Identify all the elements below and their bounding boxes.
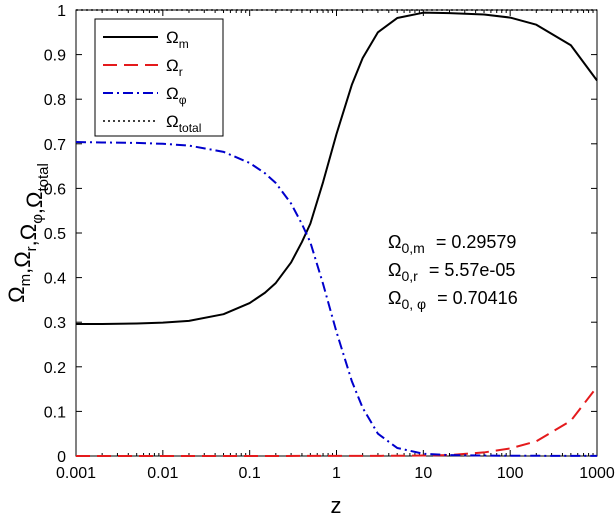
legend-entry: Ωtotal [166,112,201,135]
y-tick-label: 0.8 [44,92,66,109]
y-tick-label: 0.9 [44,48,66,65]
x-tick-label: 0.1 [239,465,261,482]
y-tick-label: 1 [57,3,66,20]
y-tick-label: 0.6 [44,181,66,198]
x-tick-label: 10 [414,465,432,482]
x-tick-label: 0.001 [56,465,96,482]
legend-entry: Ωr [166,56,183,79]
y-tick-label: 0.5 [44,226,66,243]
x-tick-label: 0.01 [147,465,178,482]
legend-box [94,18,224,137]
y-tick-label: 0.7 [44,137,66,154]
y-tick-label: 0 [57,449,66,466]
series-line- [75,141,598,457]
y-tick-label: 0.1 [44,404,66,421]
annotation-text: Ω0, φ = 0.70416 [388,288,518,312]
legend: Ωm Ωr Ωφ Ωtotal [94,18,224,137]
series-line-r [76,386,598,457]
y-tick-label: 0.4 [44,271,66,288]
y-tick-label: 0.3 [44,315,66,332]
y-tick-label: 0.2 [44,360,66,377]
x-axis-label: z [331,493,342,518]
annotation-text: Ω0,r = 5.57e-05 [388,260,515,284]
series-line-m [76,11,598,325]
x-tick-label: 100 [497,465,524,482]
legend-entry: Ωφ [166,84,187,107]
legend-entry: Ωm [166,28,189,51]
y-axis-label: Ωm,Ωr,Ωφ,Ωtotal [4,163,52,303]
annotation-text: Ω0,m = 0.29579 [388,232,516,256]
annotations: Ω0,m = 0.29579 Ω0,r = 5.57e-05 Ω0, φ = 0.7… [388,232,518,312]
x-tick-label: 1 [332,465,341,482]
x-tick-label: 1000 [579,465,615,482]
